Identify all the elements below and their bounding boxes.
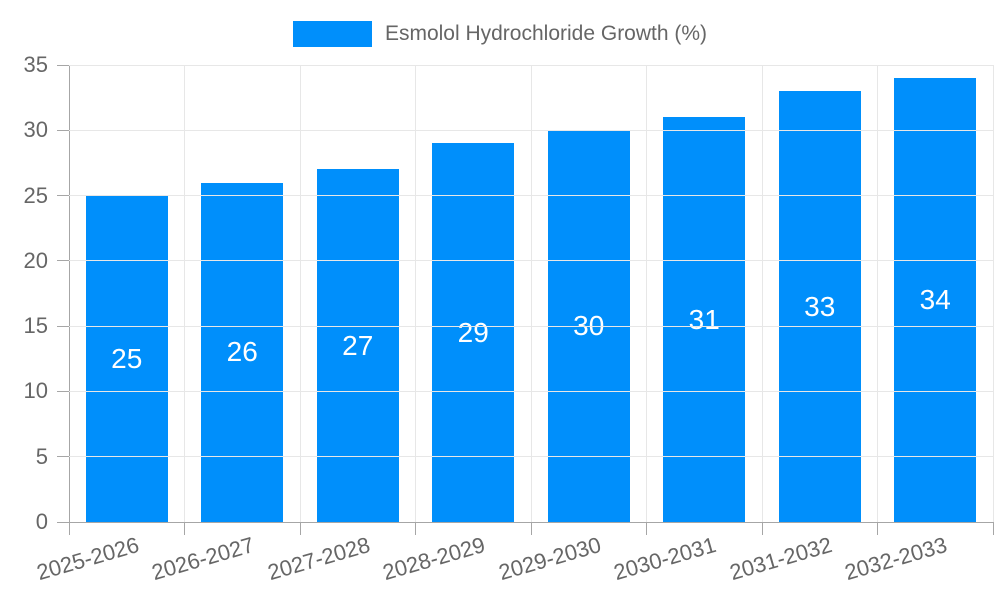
bar-value-label: 25: [111, 342, 143, 374]
y-tick-label: 15: [23, 313, 48, 339]
x-tick-label: 2030-2031: [610, 532, 719, 586]
v-gridline: [184, 65, 185, 522]
v-gridline: [761, 65, 763, 522]
x-axis-tick: [530, 522, 532, 535]
y-axis-tick: [57, 129, 69, 131]
y-axis-tick: [57, 390, 69, 392]
v-gridline: [877, 65, 878, 522]
x-axis-tick: [184, 522, 185, 535]
x-axis-tick: [415, 522, 416, 535]
x-tick-label: 2032-2033: [841, 532, 950, 586]
y-axis-tick: [57, 521, 69, 523]
y-tick-label: 10: [23, 378, 48, 404]
bar[interactable]: [85, 195, 168, 522]
bar-value-label: 31: [688, 303, 720, 335]
bar-value-label: 29: [457, 316, 489, 348]
bar[interactable]: [316, 169, 399, 522]
bar-value-label: 26: [226, 336, 258, 368]
x-tick-label: 2031-2032: [726, 532, 835, 586]
y-tick-label: 30: [23, 117, 48, 143]
y-axis-tick: [57, 456, 69, 458]
x-axis-line: [57, 522, 994, 523]
v-gridline: [299, 65, 301, 522]
bar-value-label: 33: [804, 290, 836, 322]
x-axis-tick: [877, 522, 878, 535]
bar-value-label: 34: [919, 284, 951, 316]
legend-label: Esmolol Hydrochloride Growth (%): [384, 22, 708, 45]
x-axis-tick: [992, 522, 994, 535]
y-axis-line: [69, 65, 70, 522]
y-axis-tick: [57, 260, 69, 262]
y-axis-tick: [57, 64, 69, 66]
x-tick-label: 2025-2026: [33, 532, 142, 586]
y-tick-label: 25: [23, 182, 48, 208]
x-tick-label: 2026-2027: [148, 532, 257, 586]
x-axis-tick: [761, 522, 763, 535]
bar[interactable]: [432, 143, 515, 522]
bar[interactable]: [201, 182, 284, 522]
bar-value-label: 27: [342, 329, 374, 361]
v-gridline: [992, 65, 994, 522]
v-gridline: [530, 65, 532, 522]
x-axis-tick: [68, 522, 70, 535]
bar[interactable]: [894, 78, 977, 522]
y-tick-label: 35: [23, 52, 48, 77]
y-tick-label: 20: [23, 247, 48, 273]
legend[interactable]: Esmolol Hydrochloride Growth (%): [0, 21, 1000, 47]
y-axis-tick: [57, 325, 69, 327]
legend-swatch: [292, 21, 372, 47]
y-tick-label: 0: [35, 509, 48, 534]
x-tick-label: 2029-2030: [495, 532, 604, 586]
v-gridline: [415, 65, 416, 522]
x-axis-tick: [646, 522, 647, 535]
bar[interactable]: [778, 91, 861, 522]
x-tick-label: 2027-2028: [264, 532, 373, 586]
y-tick-label: 5: [35, 443, 48, 469]
x-tick-label: 2028-2029: [379, 532, 488, 586]
v-gridline: [646, 65, 647, 522]
bar[interactable]: [663, 117, 746, 522]
x-axis-tick: [299, 522, 301, 535]
y-axis-tick: [57, 195, 69, 197]
